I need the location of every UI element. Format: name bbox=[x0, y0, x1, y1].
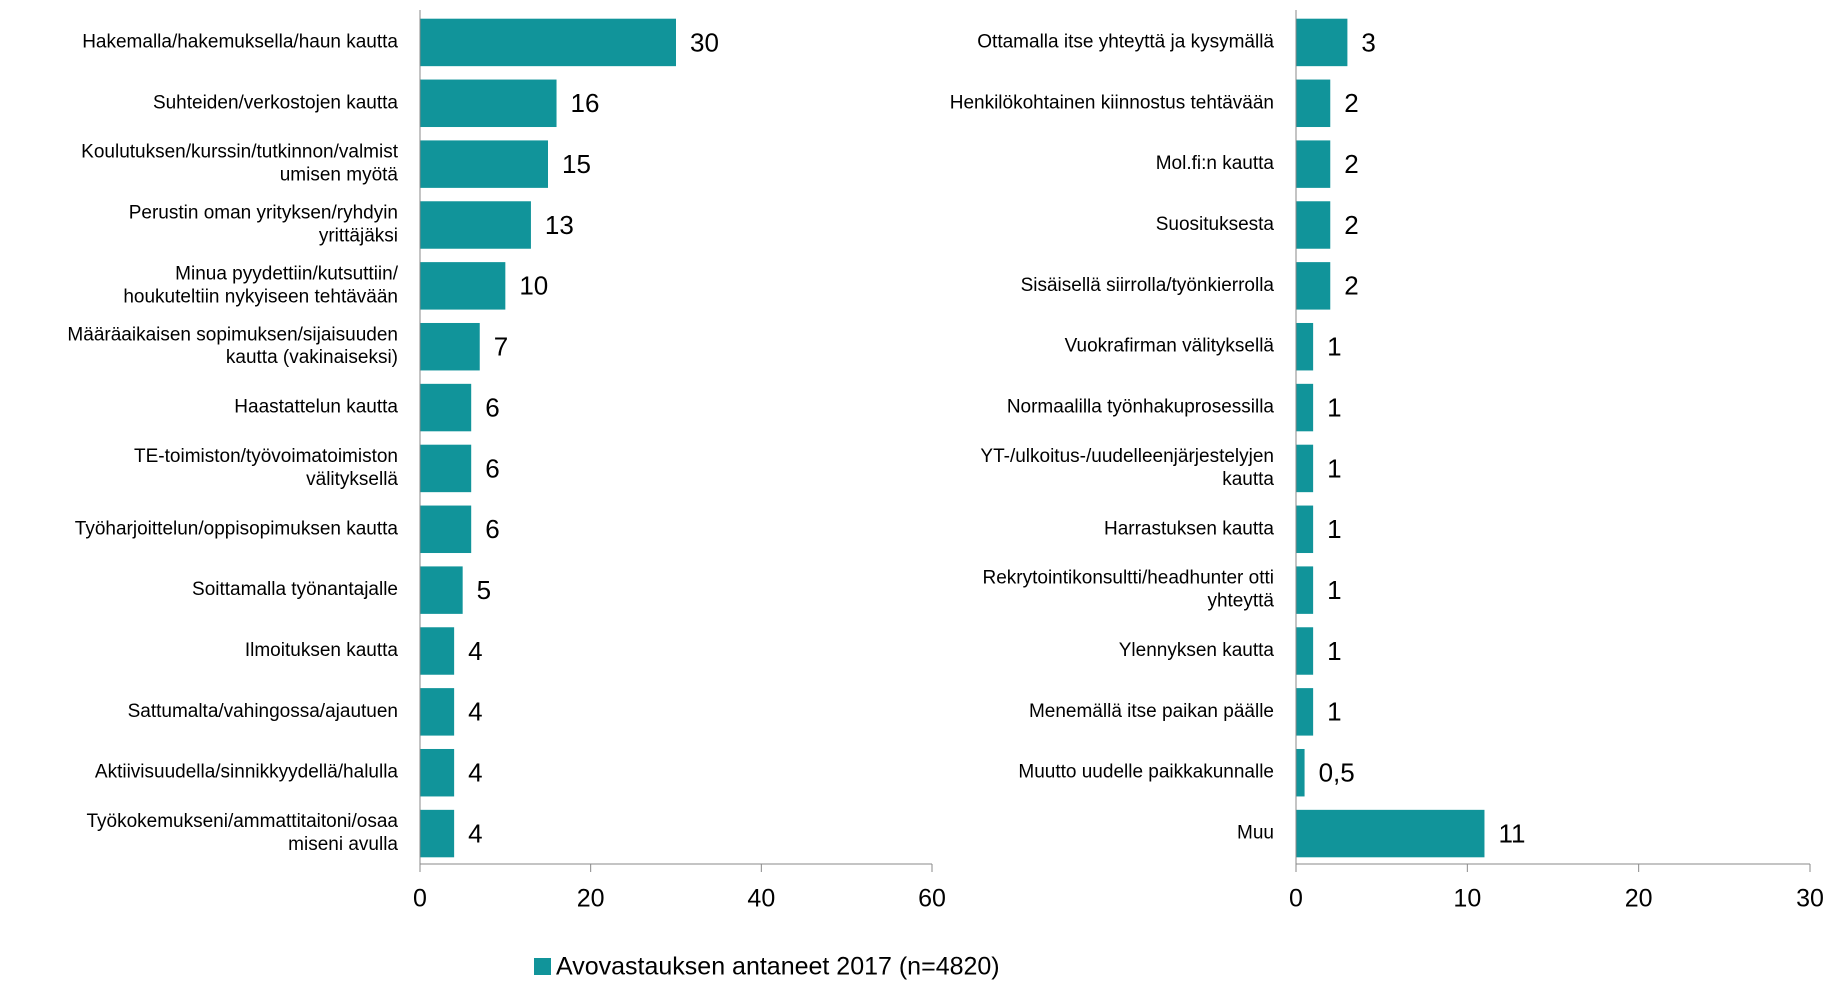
bar bbox=[420, 18, 676, 67]
value-label: 7 bbox=[494, 332, 508, 362]
value-label: 15 bbox=[562, 149, 591, 179]
category-label: Aktiivisuudella/sinnikkyydellä/halulla bbox=[95, 762, 399, 783]
value-label: 2 bbox=[1344, 210, 1358, 240]
value-label: 2 bbox=[1344, 271, 1358, 301]
value-label: 1 bbox=[1327, 697, 1341, 727]
category-label: YT-/ulkoitus-/uudelleenjärjestelyjen kaut… bbox=[980, 446, 1274, 490]
category-label: Minua pyydettiin/kutsuttiin/houkuteltiin… bbox=[123, 263, 398, 307]
bar bbox=[1296, 322, 1314, 371]
category-label: Sattumalta/vahingossa/ajautuen bbox=[128, 701, 398, 722]
bar bbox=[1296, 140, 1331, 188]
bar bbox=[1296, 809, 1485, 858]
bar bbox=[1296, 566, 1314, 614]
value-label: 6 bbox=[485, 514, 499, 544]
value-label: 1 bbox=[1327, 514, 1341, 544]
value-label: 6 bbox=[485, 453, 499, 483]
legend-label: Avovastauksen antaneet 2017 (n=4820) bbox=[556, 953, 1000, 981]
bar bbox=[1296, 627, 1314, 675]
category-label: Määräaikaisen sopimuksen/sijaisuuden kaut… bbox=[67, 324, 398, 368]
category-label: Ottamalla itse yhteyttä ja kysymällä bbox=[977, 31, 1274, 52]
value-label: 4 bbox=[468, 758, 482, 788]
value-label: 0,5 bbox=[1319, 758, 1355, 788]
category-label: Hakemalla/hakemuksella/haun kautta bbox=[82, 31, 398, 52]
category-label: Perustin oman yrityksen/ryhdyin yrittäjäk… bbox=[129, 203, 398, 247]
bar bbox=[420, 322, 480, 371]
bar bbox=[420, 505, 472, 554]
x-tick-label: 60 bbox=[918, 885, 946, 913]
category-label: Rekrytointikonsultti/headhunter otti yhte… bbox=[983, 568, 1275, 612]
value-label: 1 bbox=[1327, 636, 1341, 666]
category-label: Sisäisellä siirrolla/työnkierrolla bbox=[1021, 275, 1275, 296]
value-label: 1 bbox=[1327, 392, 1341, 422]
bar bbox=[420, 627, 455, 675]
value-label: 4 bbox=[468, 636, 482, 666]
bar bbox=[420, 383, 472, 432]
category-label: Mol.fi:n kautta bbox=[1156, 153, 1275, 174]
bar bbox=[1296, 18, 1348, 67]
x-tick-label: 0 bbox=[413, 885, 427, 913]
category-label: Suosituksesta bbox=[1156, 214, 1275, 235]
category-label: Koulutuksen/kurssin/tutkinnon/valmist umi… bbox=[81, 142, 399, 186]
category-label: Muu bbox=[1237, 823, 1274, 844]
value-label: 4 bbox=[468, 697, 482, 727]
bar bbox=[1296, 688, 1314, 736]
category-label: Henkilökohtainen kiinnostus tehtävään bbox=[950, 92, 1274, 113]
value-label: 1 bbox=[1327, 453, 1341, 483]
category-label: Soittamalla työnantajalle bbox=[192, 579, 398, 600]
value-label: 1 bbox=[1327, 575, 1341, 605]
value-label: 16 bbox=[571, 88, 600, 118]
value-label: 4 bbox=[468, 818, 482, 848]
bar bbox=[420, 201, 531, 249]
x-tick-label: 0 bbox=[1289, 885, 1303, 913]
category-label: Ilmoituksen kautta bbox=[245, 640, 399, 661]
category-label: Vuokrafirman välityksellä bbox=[1065, 336, 1275, 357]
bar bbox=[1296, 262, 1331, 310]
legend-swatch bbox=[534, 958, 551, 975]
bar bbox=[420, 566, 463, 614]
category-label: Työharjoittelun/oppisopimuksen kautta bbox=[75, 518, 399, 539]
category-label: Työkokemukseni/ammattitaitoni/osaa miseni… bbox=[86, 811, 398, 855]
x-tick-label: 30 bbox=[1796, 885, 1824, 913]
category-label: Muutto uudelle paikkakunnalle bbox=[1018, 762, 1274, 783]
value-label: 6 bbox=[485, 392, 499, 422]
value-label: 1 bbox=[1327, 332, 1341, 362]
value-label: 2 bbox=[1344, 149, 1358, 179]
bar bbox=[420, 688, 455, 736]
value-label: 2 bbox=[1344, 88, 1358, 118]
bar bbox=[420, 262, 506, 310]
bar bbox=[1296, 748, 1305, 797]
bar bbox=[420, 444, 472, 493]
bar bbox=[420, 79, 557, 128]
bar bbox=[420, 140, 548, 188]
value-label: 30 bbox=[690, 27, 719, 57]
category-label: Ylennyksen kautta bbox=[1119, 640, 1275, 661]
category-label: Normaalilla työnhakuprosessilla bbox=[1007, 397, 1275, 418]
bar bbox=[1296, 444, 1314, 493]
bar bbox=[1296, 505, 1314, 554]
bar bbox=[1296, 383, 1314, 432]
category-label: Harrastuksen kautta bbox=[1104, 518, 1274, 539]
value-label: 5 bbox=[477, 575, 491, 605]
x-tick-label: 20 bbox=[1625, 885, 1653, 913]
value-label: 10 bbox=[519, 271, 548, 301]
x-tick-label: 10 bbox=[1453, 885, 1481, 913]
category-label: TE-toimiston/työvoimatoimiston välityksel… bbox=[134, 446, 398, 490]
bar bbox=[1296, 201, 1331, 249]
x-tick-label: 40 bbox=[747, 885, 775, 913]
bar bbox=[420, 748, 455, 797]
category-label: Menemällä itse paikan päälle bbox=[1029, 701, 1274, 722]
category-label: Suhteiden/verkostojen kautta bbox=[153, 92, 398, 113]
bar bbox=[1296, 79, 1331, 128]
value-label: 13 bbox=[545, 210, 574, 240]
x-tick-label: 20 bbox=[577, 885, 605, 913]
value-label: 3 bbox=[1361, 27, 1375, 57]
value-label: 11 bbox=[1498, 818, 1525, 848]
category-label: Haastattelun kautta bbox=[234, 397, 398, 418]
bar bbox=[420, 809, 455, 858]
